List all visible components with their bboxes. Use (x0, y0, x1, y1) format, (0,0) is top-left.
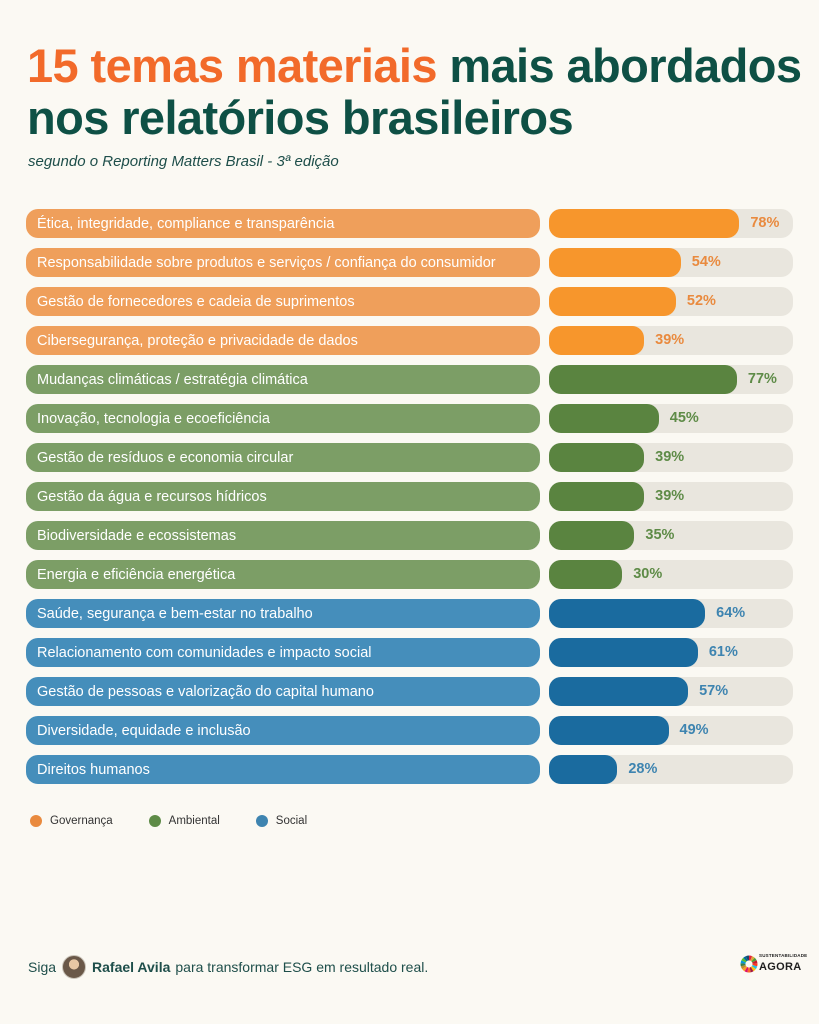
page-title: 15 temas materiais mais abordados nos re… (27, 40, 807, 144)
legend-dot (255, 815, 268, 827)
value-label: 39% (655, 488, 685, 504)
value-label: 39% (655, 449, 685, 465)
value-label: 61% (708, 644, 738, 660)
legend-label: Social (275, 815, 308, 827)
value-label: 77% (747, 371, 777, 387)
footer-suffix: para transformar ESG em resultado real. (175, 959, 429, 975)
category-label-gestao-de-pessoas-e-valorizacao-do-capital-humano: Gestão de pessoas e valorização do capit… (26, 677, 540, 706)
logo-line-2: AGORA (759, 961, 802, 973)
bar-track (549, 716, 793, 745)
category-label-gestao-da-agua-e-recursos-hidricos: Gestão da água e recursos hídricos (26, 482, 540, 511)
category-label-biodiversidade-e-ecossistemas: Biodiversidade e ecossistemas (26, 521, 540, 550)
legend-label: Ambiental (168, 815, 220, 827)
subtitle: segundo o Reporting Matters Brasil - 3ª … (28, 153, 339, 170)
category-label-direitos-humanos: Direitos humanos (26, 755, 540, 784)
bar-track (549, 443, 793, 472)
legend-dot (30, 815, 42, 827)
value-label: 57% (699, 683, 729, 699)
bar-track (549, 404, 793, 433)
bar-direitos-humanos (549, 755, 618, 784)
category-label-etica-integridade-compliance-e-transparencia: Ética, integridade, compliance e transpa… (26, 209, 540, 238)
bar-track (549, 287, 793, 316)
footer-prefix: Siga (28, 959, 57, 975)
value-label: 45% (669, 410, 699, 426)
bar-track (549, 521, 793, 550)
bar-track (549, 560, 793, 589)
chart-legend: Governança Ambiental Social (30, 815, 343, 827)
value-label: 78% (750, 215, 780, 231)
legend-item-social: Social (255, 815, 308, 827)
category-label-energia-e-eficiencia-energetica: Energia e eficiência energética (26, 560, 540, 589)
legend-item-governanca: Governança (30, 815, 113, 827)
bar-track (549, 638, 793, 667)
bar-track (549, 677, 793, 706)
bar-track (549, 209, 793, 238)
bar-track (549, 599, 793, 628)
bar-inovacao-tecnologia-e-ecoeficiencia (549, 404, 659, 433)
footer-credit: Siga Rafael Avila para transformar ESG e… (28, 955, 428, 979)
bar-relacionamento-com-comunidades-e-impacto-social (549, 638, 698, 667)
value-label: 30% (633, 566, 663, 582)
legend-dot (148, 815, 161, 827)
legend-label: Governança (50, 815, 113, 827)
category-label-gestao-de-fornecedores-e-cadeia-de-suprimentos: Gestão de fornecedores e cadeia de supri… (26, 287, 540, 316)
value-label: 39% (655, 332, 685, 348)
bar-track (549, 755, 793, 784)
bar-track (549, 365, 793, 394)
bar-energia-e-eficiencia-energetica (549, 560, 623, 589)
category-label-gestao-de-residuos-e-economia-circular: Gestão de resíduos e economia circular (26, 443, 540, 472)
value-label: 64% (716, 605, 746, 621)
bar-track (549, 326, 793, 355)
bar-gestao-de-fornecedores-e-cadeia-de-suprimentos (549, 287, 676, 316)
value-label: 35% (645, 527, 675, 543)
category-label-relacionamento-com-comunidades-e-impacto-social: Relacionamento com comunidades e impacto… (26, 638, 540, 667)
bar-etica-integridade-compliance-e-transparencia (549, 209, 740, 238)
bar-ciberseguranca-protecao-e-privacidade-de-dados (549, 326, 645, 355)
category-label-mudancas-climaticas-estrategia-climatica: Mudanças climáticas / estratégia climáti… (26, 365, 540, 394)
category-label-responsabilidade-sobre-produtos-e-servicos-confianca-do-consumidor: Responsabilidade sobre produtos e serviç… (26, 248, 540, 277)
bar-biodiversidade-e-ecossistemas (549, 521, 635, 550)
footer-author-name: Rafael Avila (92, 959, 171, 975)
bar-saude-seguranca-e-bem-estar-no-trabalho (549, 599, 706, 628)
bar-gestao-de-pessoas-e-valorizacao-do-capital-humano (549, 677, 689, 706)
bar-track (549, 248, 793, 277)
avatar (62, 955, 87, 979)
category-label-diversidade-equidade-e-inclusao: Diversidade, equidade e inclusão (26, 716, 540, 745)
bar-gestao-da-agua-e-recursos-hidricos (549, 482, 645, 511)
bar-diversidade-equidade-e-inclusao (549, 716, 669, 745)
legend-item-ambiental: Ambiental (148, 815, 220, 827)
logo-line-1: SUSTENTABILIDADE (759, 953, 808, 958)
value-label: 52% (686, 293, 716, 309)
title-rest: mais abordados nos relatórios brasileiro… (27, 39, 802, 144)
category-label-ciberseguranca-protecao-e-privacidade-de-dados: Cibersegurança, proteção e privacidade d… (26, 326, 540, 355)
value-label: 28% (628, 761, 658, 777)
sustentabilidade-agora-logo: SUSTENTABILIDADE AGORA (740, 947, 807, 983)
category-label-saude-seguranca-e-bem-estar-no-trabalho: Saúde, segurança e bem-estar no trabalho (26, 599, 540, 628)
category-label-inovacao-tecnologia-e-ecoeficiencia: Inovação, tecnologia e ecoeficiência (26, 404, 540, 433)
value-label: 49% (679, 722, 709, 738)
sdg-wheel-icon (740, 955, 758, 973)
title-accent: 15 temas materiais (27, 39, 437, 92)
bar-gestao-de-residuos-e-economia-circular (549, 443, 645, 472)
bar-responsabilidade-sobre-produtos-e-servicos-confianca-do-consumidor (549, 248, 681, 277)
bar-mudancas-climaticas-estrategia-climatica (549, 365, 737, 394)
bar-track (549, 482, 793, 511)
value-label: 54% (691, 254, 721, 270)
